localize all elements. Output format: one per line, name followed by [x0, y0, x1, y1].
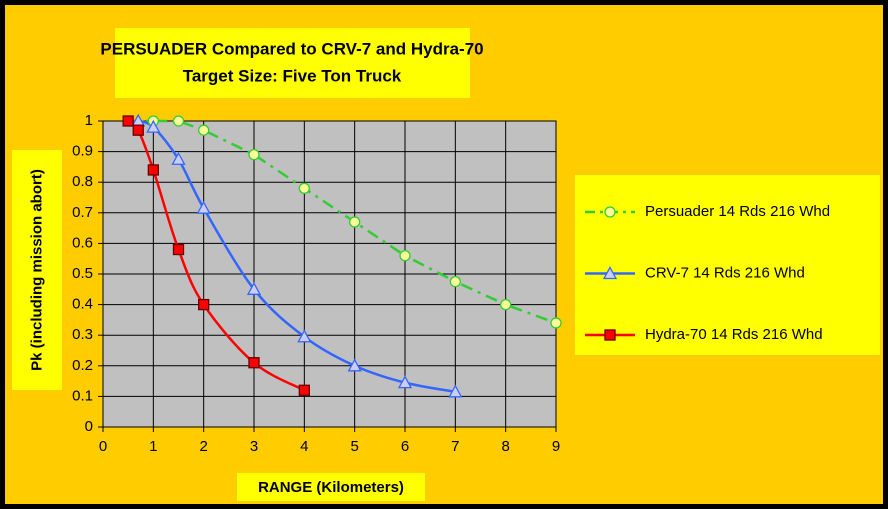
point — [298, 182, 310, 194]
point — [347, 358, 362, 372]
point — [397, 375, 413, 389]
chart-title: PERSUADER Compared to CRV-7 and Hydra-70 — [100, 39, 483, 58]
point — [132, 124, 144, 136]
x-tick-label: 9 — [552, 438, 560, 455]
legend-box — [575, 175, 880, 355]
y-tick-label: 0.5 — [72, 265, 93, 282]
y-tick-label: 0.6 — [72, 234, 93, 251]
point — [550, 317, 562, 329]
y-tick-label: 0.2 — [72, 357, 93, 374]
point — [349, 216, 361, 228]
point — [172, 115, 185, 127]
legend-label: Persuader 14 Rds 216 Whd — [645, 203, 830, 220]
y-tick-label: 0.9 — [72, 143, 93, 160]
point — [172, 243, 185, 256]
x-tick-label: 3 — [250, 438, 258, 455]
y-tick-label: 0.8 — [72, 173, 93, 190]
point — [248, 149, 260, 161]
x-label-box — [237, 473, 425, 501]
x-tick-label: 0 — [99, 438, 107, 455]
y-axis-label: Pk (including mission abort) — [28, 169, 46, 371]
point — [146, 119, 161, 133]
x-tick-label: 4 — [300, 438, 308, 455]
point — [122, 115, 134, 127]
point — [449, 275, 461, 288]
y-tick-label: 1 — [85, 112, 93, 129]
y-tick-label: 0 — [85, 418, 93, 435]
legend-marker — [604, 329, 616, 341]
x-tick-label: 2 — [199, 438, 207, 455]
point — [500, 298, 512, 311]
point — [297, 329, 312, 343]
x-tick-label: 8 — [501, 438, 509, 455]
point — [171, 151, 186, 165]
point — [198, 298, 210, 311]
legend-label: CRV-7 14 Rds 216 Whd — [645, 264, 805, 281]
point — [147, 164, 159, 176]
y-label-box: Pk (including mission abort) — [12, 150, 62, 390]
x-tick-label: 6 — [401, 438, 409, 455]
title-box — [115, 28, 470, 98]
point — [196, 200, 211, 214]
point — [448, 384, 463, 398]
x-tick-label: 1 — [149, 438, 157, 455]
x-tick-label: 5 — [350, 438, 358, 455]
y-tick-label: 0.3 — [72, 326, 93, 343]
legend-label: Hydra-70 14 Rds 216 Whd — [645, 326, 823, 343]
point — [246, 281, 262, 295]
point — [248, 357, 260, 369]
point — [198, 124, 210, 136]
legend-marker — [604, 206, 616, 218]
point — [298, 384, 310, 396]
y-tick-label: 0.7 — [72, 204, 93, 221]
legend-marker — [602, 266, 618, 280]
y-tick-label: 0.1 — [72, 387, 93, 404]
plot-border — [102, 120, 557, 428]
x-tick-label: 7 — [451, 438, 459, 455]
chart-subtitle: Target Size: Five Ton Truck — [183, 66, 402, 85]
y-tick-label: 0.4 — [72, 296, 93, 313]
x-axis-label: RANGE (Kilometers) — [258, 479, 404, 496]
point — [399, 249, 411, 262]
